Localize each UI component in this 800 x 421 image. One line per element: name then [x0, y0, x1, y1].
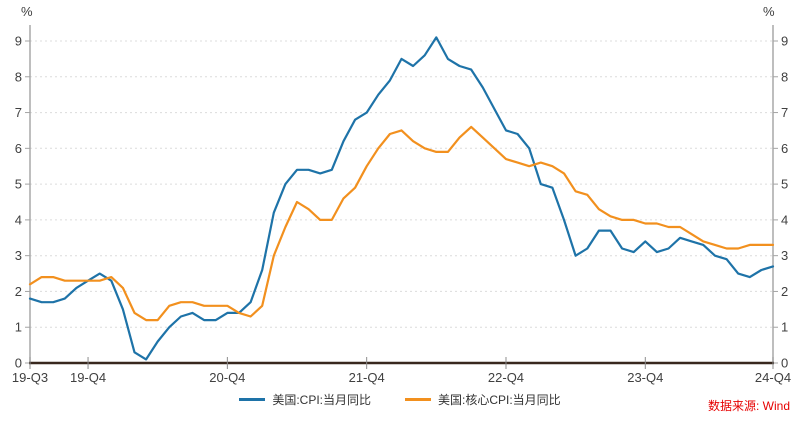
legend-label-core-cpi: 美国:核心CPI:当月同比 — [438, 393, 561, 407]
y-tick-label-left: 2 — [15, 284, 22, 299]
x-tick-label: 19-Q3 — [12, 370, 48, 385]
y-tick-label-right: 8 — [781, 69, 788, 84]
y-tick-label-right: 0 — [781, 356, 788, 371]
y-tick-label-left: 8 — [15, 69, 22, 84]
y-tick-label-left: 9 — [15, 34, 22, 49]
legend-item-core-cpi: 美国:核心CPI:当月同比 — [405, 391, 561, 408]
data-source: 数据来源: Wind — [707, 399, 790, 413]
y-tick-label-right: 2 — [781, 284, 788, 299]
y-tick-label-right: 7 — [781, 105, 788, 120]
y-tick-label-right: 4 — [781, 212, 788, 227]
x-tick-label: 23-Q4 — [627, 370, 663, 385]
x-tick-label: 22-Q4 — [488, 370, 524, 385]
legend-label-cpi: 美国:CPI:当月同比 — [272, 393, 371, 407]
y-tick-label-right: 5 — [781, 177, 788, 192]
y-tick-label-left: 6 — [15, 141, 22, 156]
series-line-0 — [28, 36, 775, 361]
y-tick-label-left: 0 — [15, 356, 22, 371]
x-tick-label: 24-Q4 — [755, 370, 791, 385]
y-tick-label-left: 5 — [15, 177, 22, 192]
y-tick-label-right: 9 — [781, 34, 788, 49]
y-tick-label-right: 6 — [781, 141, 788, 156]
y-axis-unit-right: % — [763, 4, 775, 19]
y-tick-label-left: 7 — [15, 105, 22, 120]
legend: 美国:CPI:当月同比 美国:核心CPI:当月同比 — [0, 391, 800, 408]
legend-swatch-cpi — [239, 398, 266, 401]
y-tick-label-left: 4 — [15, 212, 22, 227]
series-line-1 — [28, 125, 775, 322]
y-tick-label-left: 1 — [15, 320, 22, 335]
legend-swatch-core-cpi — [405, 398, 431, 401]
y-tick-label-left: 3 — [15, 248, 22, 263]
y-tick-label-right: 3 — [781, 248, 788, 263]
legend-item-cpi: 美国:CPI:当月同比 — [239, 391, 371, 408]
x-tick-label: 21-Q4 — [349, 370, 385, 385]
y-tick-label-right: 1 — [781, 320, 788, 335]
x-tick-label: 20-Q4 — [209, 370, 245, 385]
x-tick-label: 19-Q4 — [70, 370, 106, 385]
y-axis-unit-left: % — [21, 4, 33, 19]
